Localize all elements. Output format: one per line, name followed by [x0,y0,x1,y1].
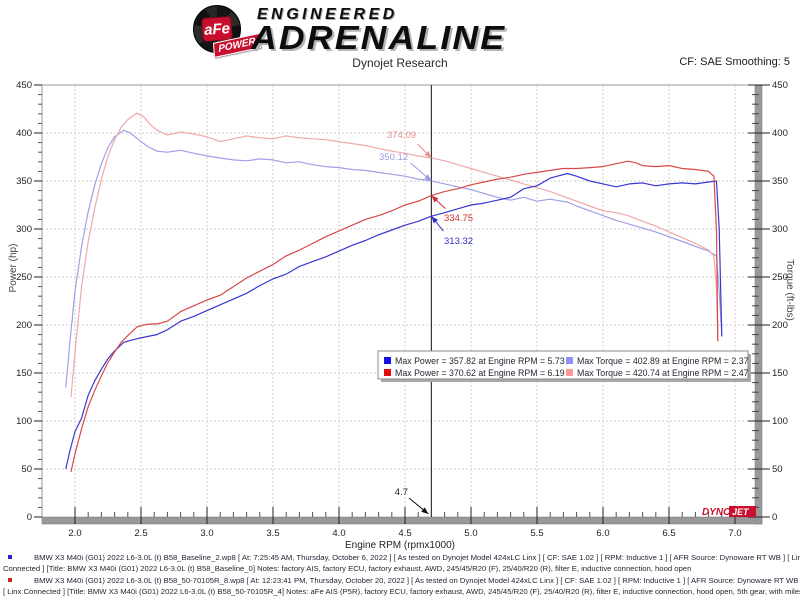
y-tick-label-left: 450 [16,80,32,91]
y-axis-bar-right [754,84,763,525]
chart-title: Dynojet Research [352,56,448,70]
x-tick-label: 6.5 [662,528,675,539]
afe-power-logo: aFe POWER [193,5,261,59]
x-tick-label: 2.0 [68,528,81,539]
run2-info-line1: BMW X3 M40i (G01) 2022 L6-3.0L (t) B58_5… [34,575,800,585]
baseline-power-curve [65,172,723,470]
annotation-value-313.32: 313.32 [444,236,473,247]
dyno-chart-svg: 0 0 50 50 100 100 150 150 200 200 250 250 300 300 350 3… [8,80,795,551]
y-tick-label-left: 50 [21,464,32,475]
y-tick-label-left: 100 [16,416,32,427]
x-tick-label: 5.0 [464,528,477,539]
x-tick-label: 4.0 [332,528,345,539]
annotation-value-350.12: 350.12 [379,152,408,163]
y-tick-label-right: 150 [772,368,788,379]
y-tick-label-right: 300 [772,224,788,235]
y-tick-label-left: 0 [27,512,32,523]
x-axis-title: Engine RPM (rpmx1000) [345,540,455,551]
run2-info-line2: [ Linx Connected ] [Title: BMW X3 M40i (… [3,587,800,597]
x-tick-label: 4.5 [398,528,411,539]
annotation-374.09-arrowhead-icon [424,150,432,158]
y-tick-label-right: 400 [772,128,788,139]
run1-info-line2: Connected ] [Title: BMW X3 M40i (G01) 20… [3,564,692,574]
x-tick-label: 5.5 [530,528,543,539]
run-info-footer: BMW X3 M40i (G01) 2022 L6-3.0L (t) B58_B… [0,552,800,598]
y-tick-label-right: 250 [772,272,788,283]
y-tick-label-left: 250 [16,272,32,283]
y-tick-label-left: 150 [16,368,32,379]
cursor-arrowhead-icon [421,507,429,514]
run2-bullet-icon [8,578,12,582]
legend-marker-icon [566,357,573,364]
y-tick-label-left: 350 [16,176,32,187]
legend-entry-text: Max Power = 357.82 at Engine RPM = 5.73 [395,356,565,366]
y-tick-label-right: 350 [772,176,788,187]
x-tick-label: 6.0 [596,528,609,539]
baseline-torque-curve [65,129,723,388]
annotation-value-374.09: 374.09 [387,130,416,141]
smoothing-setting: CF: SAE Smoothing: 5 [679,56,790,68]
x-tick-label: 3.0 [200,528,213,539]
modified-torque-curve [70,112,719,398]
annotation-350.12-arrowhead-icon [424,174,432,181]
afe-badge-text: aFe [201,15,233,43]
x-tick-label: 2.5 [134,528,147,539]
y-tick-label-right: 0 [772,512,777,523]
y-tick-label-right: 100 [772,416,788,427]
legend-entry-text: Max Torque = 420.74 at Engine RPM = 2.47 [577,368,749,378]
annotation-334.75-arrowhead-icon [431,195,439,203]
legend-entry-text: Max Power = 370.62 at Engine RPM = 6.19 [395,368,565,378]
y-tick-label-left: 400 [16,128,32,139]
x-tick-label: 3.5 [266,528,279,539]
annotation-value-334.75: 334.75 [444,213,473,224]
engineered-wordmark: ENGINEERED [257,6,398,23]
legend-box [377,350,749,380]
annotation-313.32-arrowhead-icon [431,216,438,224]
legend-marker-icon [384,357,391,364]
x-tick-label: 7.0 [728,528,741,539]
cursor-rpm-label: 4.7 [395,487,408,498]
y-tick-label-right: 50 [772,464,783,475]
run1-info-line1: BMW X3 M40i (G01) 2022 L6-3.0L (t) B58_B… [34,553,800,562]
y-tick-label-left: 300 [16,224,32,235]
dynojet-watermark-jet: JET [732,507,750,517]
dynojet-watermark-text: DYNO [702,507,731,518]
dynojet-watermark-box [729,506,756,517]
legend-entry-text: Max Torque = 402.89 at Engine RPM = 2.37 [577,356,749,366]
modified-power-curve [70,160,719,473]
y-axis-title-left: Power (hp) [8,244,19,293]
adrenaline-wordmark: ADRENALINE [251,19,507,56]
legend-marker-icon [566,369,573,376]
y-tick-label-right: 450 [772,80,788,91]
run1-bullet-icon [8,555,12,559]
header: aFe POWER ENGINEERED ADRENALINE Dynojet … [0,0,800,78]
y-axis-title-right: Torque (ft-lbs) [784,259,795,321]
y-tick-label-right: 200 [772,320,788,331]
y-tick-label-left: 200 [16,320,32,331]
dyno-chart: 0 0 50 50 100 100 150 150 200 200 250 250 300 300 350 3… [0,78,800,552]
x-axis-bar [41,516,763,525]
legend-marker-icon [384,369,391,376]
